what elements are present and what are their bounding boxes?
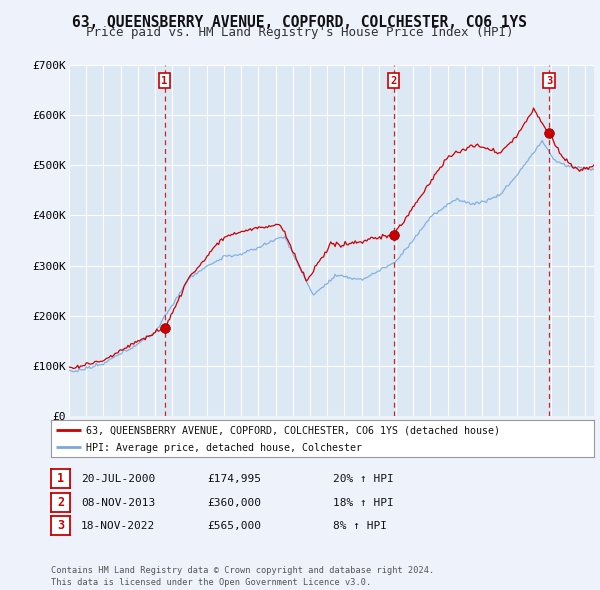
Text: £360,000: £360,000 xyxy=(207,498,261,507)
Text: £565,000: £565,000 xyxy=(207,522,261,531)
Text: 08-NOV-2013: 08-NOV-2013 xyxy=(81,498,155,507)
Text: 3: 3 xyxy=(57,519,64,532)
Text: Price paid vs. HM Land Registry's House Price Index (HPI): Price paid vs. HM Land Registry's House … xyxy=(86,26,514,39)
Text: 8% ↑ HPI: 8% ↑ HPI xyxy=(333,522,387,531)
Text: 20-JUL-2000: 20-JUL-2000 xyxy=(81,474,155,484)
Text: 2: 2 xyxy=(57,496,64,509)
Text: HPI: Average price, detached house, Colchester: HPI: Average price, detached house, Colc… xyxy=(86,442,362,453)
Text: £174,995: £174,995 xyxy=(207,474,261,484)
Text: 18-NOV-2022: 18-NOV-2022 xyxy=(81,522,155,531)
Text: 1: 1 xyxy=(57,472,64,485)
Text: 3: 3 xyxy=(546,76,552,86)
Text: 2: 2 xyxy=(391,76,397,86)
Text: 1: 1 xyxy=(161,76,167,86)
Text: 63, QUEENSBERRY AVENUE, COPFORD, COLCHESTER, CO6 1YS (detached house): 63, QUEENSBERRY AVENUE, COPFORD, COLCHES… xyxy=(86,425,500,435)
Text: Contains HM Land Registry data © Crown copyright and database right 2024.
This d: Contains HM Land Registry data © Crown c… xyxy=(51,566,434,587)
Text: 18% ↑ HPI: 18% ↑ HPI xyxy=(333,498,394,507)
Text: 20% ↑ HPI: 20% ↑ HPI xyxy=(333,474,394,484)
Text: 63, QUEENSBERRY AVENUE, COPFORD, COLCHESTER, CO6 1YS: 63, QUEENSBERRY AVENUE, COPFORD, COLCHES… xyxy=(73,15,527,30)
